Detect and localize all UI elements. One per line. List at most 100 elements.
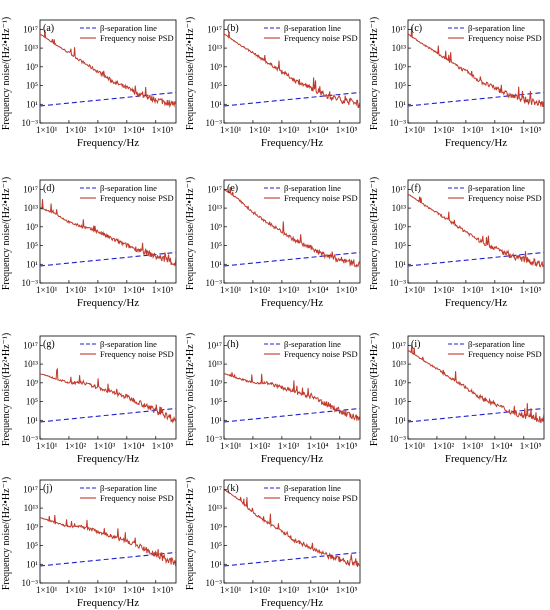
x-tick-label: 1×10⁴: [307, 285, 329, 295]
legend-label: β-separation line: [284, 339, 341, 349]
y-axis-label: Frequency noise/(Hz²•Hz⁻¹): [369, 17, 380, 130]
y-tick-label: 10¹³: [208, 503, 223, 513]
y-tick-label: 10⁵: [210, 397, 222, 407]
panel-label: (d): [43, 183, 55, 194]
y-tick-label: 10¹³: [392, 43, 407, 53]
x-tick-label: 1×10⁵: [152, 125, 174, 135]
series-beta-separation-line: [224, 251, 360, 267]
y-tick-label: 10¹: [394, 99, 406, 109]
x-tick-label: 1×10⁵: [152, 585, 174, 595]
series-frequency-noise-psd: [224, 372, 360, 422]
chart-panel-d: 1×10¹ 1×10² 1×10³ 1×10⁴ 1×10⁵ 10⁻³ 10¹ 10⁵ 10⁹ 10…: [0, 160, 180, 310]
series-frequency-noise-psd: [40, 515, 176, 567]
y-tick-label: 10⁹: [26, 222, 38, 232]
x-tick-label: 1×10⁴: [123, 125, 145, 135]
y-tick-label: 10⁹: [394, 222, 406, 232]
x-tick-label: 1×10⁵: [336, 441, 358, 451]
plot-frame: [407, 335, 545, 440]
series-frequency-noise-psd: [224, 186, 360, 268]
chart-panel-e: 1×10¹ 1×10² 1×10³ 1×10⁴ 1×10⁵ 10⁻³ 10¹ 10⁵ 10⁹ 10…: [184, 160, 364, 310]
x-axis-label: Frequency/Hz: [77, 137, 139, 149]
series-beta-separation-line: [408, 251, 544, 267]
legend-label: β-separation line: [468, 339, 525, 349]
y-tick-label: 10¹³: [208, 359, 223, 369]
y-tick-label: 10¹⁷: [391, 184, 406, 194]
plot-frame: [407, 179, 545, 284]
y-tick-label: 10⁵: [26, 397, 38, 407]
x-tick-label: 1×10¹: [220, 125, 242, 135]
x-tick-label: 1×10²: [433, 441, 455, 451]
y-tick-label: 10⁵: [210, 241, 222, 251]
y-tick-label: 10¹: [26, 559, 38, 569]
y-tick-label: 10¹: [394, 415, 406, 425]
chart-panel-g: 1×10¹ 1×10² 1×10³ 1×10⁴ 1×10⁵ 10⁻³ 10¹ 10⁵ 10⁹ 10…: [0, 316, 180, 466]
series-frequency-noise-psd: [408, 345, 544, 424]
x-tick-label: 1×10⁵: [152, 441, 174, 451]
y-axis-label: Frequency noise/(Hz²•Hz⁻¹): [369, 177, 380, 290]
x-axis-label: Frequency/Hz: [77, 297, 139, 309]
legend-label: β-separation line: [284, 23, 341, 33]
x-tick-label: 1×10⁴: [123, 585, 145, 595]
x-tick-label: 1×10¹: [404, 441, 426, 451]
y-tick-label: 10¹³: [24, 503, 39, 513]
x-axis-label: Frequency/Hz: [261, 597, 323, 609]
legend-label: β-separation line: [468, 183, 525, 193]
x-tick-label: 1×10³: [94, 441, 116, 451]
y-tick-label: 10¹⁷: [23, 484, 38, 494]
x-tick-label: 1×10³: [278, 585, 300, 595]
y-axis-label: Frequency noise/(Hz²•Hz⁻¹): [185, 177, 196, 290]
x-tick-label: 1×10²: [65, 285, 87, 295]
x-tick-label: 1×10¹: [36, 125, 58, 135]
chart-panel-b: 1×10¹ 1×10² 1×10³ 1×10⁴ 1×10⁵ 10⁻³ 10¹ 10⁵ 10⁹ 10…: [184, 0, 364, 150]
y-tick-label: 10¹³: [208, 43, 223, 53]
legend-label: Frequency noise PSD: [284, 33, 358, 43]
y-tick-label: 10¹⁷: [207, 24, 222, 34]
chart-panel-f: 1×10¹ 1×10² 1×10³ 1×10⁴ 1×10⁵ 10⁻³ 10¹ 10⁵ 10⁹ 10…: [368, 160, 548, 310]
x-tick-label: 1×10¹: [404, 125, 426, 135]
y-tick-label: 10⁵: [26, 241, 38, 251]
legend-label: β-separation line: [100, 23, 157, 33]
x-tick-label: 1×10³: [94, 125, 116, 135]
chart-svg: 1×10¹ 1×10² 1×10³ 1×10⁴ 1×10⁵ 10⁻³ 10¹ 10⁵ 10⁹ 10…: [369, 333, 545, 465]
x-tick-label: 1×10²: [65, 125, 87, 135]
y-tick-label: 10¹³: [392, 203, 407, 213]
legend-label: Frequency noise PSD: [468, 349, 542, 359]
panel-label: (f): [411, 183, 421, 194]
x-tick-label: 1×10⁴: [491, 285, 513, 295]
x-tick-label: 1×10⁴: [123, 285, 145, 295]
series-frequency-noise-psd: [224, 489, 360, 568]
y-tick-label: 10⁻³: [206, 434, 223, 444]
x-tick-label: 1×10³: [462, 441, 484, 451]
x-tick-label: 1×10³: [278, 285, 300, 295]
x-axis-label: Frequency/Hz: [445, 297, 507, 309]
plot-frame: [223, 19, 361, 124]
y-tick-label: 10¹: [210, 559, 222, 569]
panel-label: (j): [43, 483, 52, 494]
y-tick-label: 10⁻³: [206, 578, 223, 588]
plot-frame: [223, 479, 361, 584]
legend-label: Frequency noise PSD: [100, 33, 174, 43]
chart-panel-c: 1×10¹ 1×10² 1×10³ 1×10⁴ 1×10⁵ 10⁻³ 10¹ 10⁵ 10⁹ 10…: [368, 0, 548, 150]
y-tick-label: 10⁹: [210, 378, 222, 388]
chart-svg: 1×10¹ 1×10² 1×10³ 1×10⁴ 1×10⁵ 10⁻³ 10¹ 10⁵ 10⁹ 10…: [1, 477, 177, 609]
y-tick-label: 10¹³: [208, 203, 223, 213]
panel-label: (k): [227, 483, 239, 494]
chart-svg: 1×10¹ 1×10² 1×10³ 1×10⁴ 1×10⁵ 10⁻³ 10¹ 10⁵ 10⁹ 10…: [369, 177, 545, 309]
y-tick-label: 10¹: [26, 415, 38, 425]
chart-svg: 1×10¹ 1×10² 1×10³ 1×10⁴ 1×10⁵ 10⁻³ 10¹ 10⁵ 10⁹ 10…: [1, 17, 177, 149]
series-frequency-noise-psd: [408, 26, 544, 107]
x-tick-label: 1×10²: [249, 441, 271, 451]
y-tick-label: 10¹⁷: [207, 484, 222, 494]
y-tick-label: 10⁵: [210, 81, 222, 91]
x-axis-label: Frequency/Hz: [77, 597, 139, 609]
y-tick-label: 10¹⁷: [23, 24, 38, 34]
x-tick-label: 1×10¹: [404, 285, 426, 295]
x-tick-label: 1×10²: [249, 585, 271, 595]
panel-label: (b): [227, 23, 239, 34]
chart-svg: 1×10¹ 1×10² 1×10³ 1×10⁴ 1×10⁵ 10⁻³ 10¹ 10⁵ 10⁹ 10…: [185, 17, 361, 149]
plot-frame: [407, 19, 545, 124]
legend-label: β-separation line: [100, 483, 157, 493]
legend-label: Frequency noise PSD: [468, 33, 542, 43]
y-tick-label: 10⁹: [394, 62, 406, 72]
